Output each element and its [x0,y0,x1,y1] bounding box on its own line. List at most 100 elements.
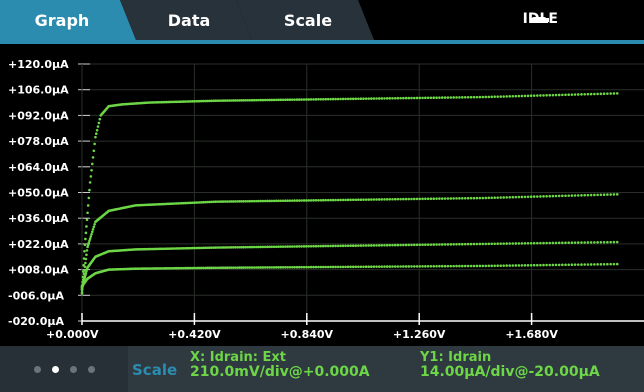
data-point [259,98,263,102]
graph-plot[interactable]: +120.0µA +106.0µA +092.0µA +078.0µA +064.0µA… [0,44,644,346]
data-point [223,246,227,249]
data-point [424,96,427,100]
data-point [402,96,405,100]
data-point [564,194,567,198]
data-point [90,168,93,172]
data-point [288,265,292,269]
data-point [435,264,438,268]
data-point [438,197,441,200]
data-point [517,195,521,199]
page-dot[interactable] [69,365,77,373]
data-point [225,99,229,102]
data-point [233,99,237,102]
data-point [193,201,196,204]
page-indicator[interactable] [0,346,128,392]
series-2 [80,193,619,292]
data-point [354,265,358,269]
data-point [354,97,358,101]
data-point [375,244,378,247]
data-point [321,198,325,202]
data-point [346,198,350,202]
data-point [599,240,603,244]
data-point [362,198,365,201]
data-point [344,198,347,202]
data-point [446,197,450,200]
data-point [404,197,408,201]
data-point [514,264,518,267]
data-point [83,243,87,247]
page-dot[interactable] [87,365,95,373]
data-point [372,198,376,201]
data-point [564,263,567,267]
data-point [602,92,606,96]
data-point [496,242,499,245]
tab-data[interactable]: Data [120,0,252,40]
data-point [418,96,422,100]
data-point [557,241,561,245]
data-point [297,245,301,248]
data-point [257,266,260,269]
data-point [367,244,370,247]
x-scale-info[interactable]: X: Idrain: Ext 210.0mV/div@+0.000A [190,350,370,380]
data-point [391,265,394,268]
data-point [261,199,265,203]
data-point [217,99,221,102]
data-point [331,198,335,202]
data-point [246,98,250,102]
data-point [458,264,461,268]
data-point [432,264,436,268]
data-point [317,244,320,248]
data-point [211,200,215,204]
data-point [240,99,243,102]
data-point [191,246,194,250]
data-point [286,98,289,102]
data-point [487,95,491,99]
data-point [609,193,612,196]
data-point [383,97,386,100]
data-point [200,99,204,103]
data-point [336,244,340,248]
y-tick-label: +008.0µA [8,264,69,277]
data-point [463,264,467,268]
data-point [270,266,274,269]
data-point [496,264,499,268]
data-point [219,200,223,203]
data-point [284,199,287,203]
data-point [84,271,88,275]
data-point [490,242,494,246]
data-point [250,199,254,203]
data-point [270,98,274,102]
data-point [341,198,345,202]
data-point [388,265,392,268]
page-dot[interactable] [33,365,41,373]
data-point [288,98,292,101]
data-point [545,263,548,267]
tab-scale[interactable]: Scale [236,0,374,40]
data-point [514,195,518,199]
scale-button[interactable]: Scale [132,361,178,379]
data-point [458,96,461,99]
data-point [536,263,539,267]
data-point [475,196,479,200]
data-point [596,263,599,266]
data-point [208,99,211,103]
y-scale-info[interactable]: Y1: Idrain 14.00µA/div@-20.00µA [420,350,600,380]
data-point [357,244,360,247]
tab-graph-label: Graph [34,10,90,30]
data-point [396,243,400,247]
data-point [211,266,215,270]
tab-graph[interactable]: Graph [0,0,136,40]
data-point [223,200,227,203]
page-dot[interactable] [51,365,59,373]
data-point [213,99,217,103]
data-point [257,98,260,102]
data-point [279,245,283,248]
data-point [511,264,515,267]
data-point [424,243,427,246]
data-point [334,265,337,269]
data-point [429,264,433,268]
data-point [612,262,616,266]
data-point [493,264,496,268]
data-point [221,200,225,203]
data-point [499,95,502,98]
